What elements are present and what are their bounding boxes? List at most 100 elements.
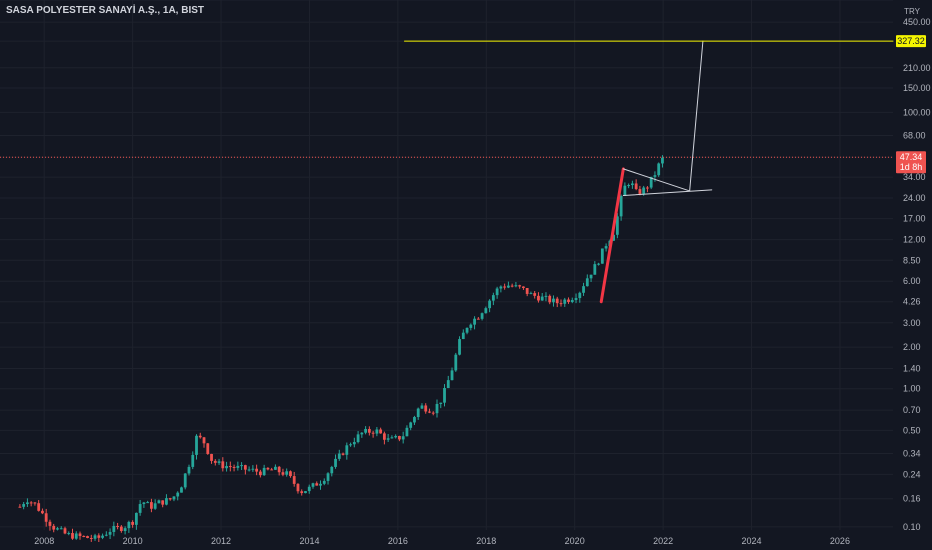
candle-body[interactable] (657, 163, 661, 176)
candle-body[interactable] (627, 185, 631, 187)
triangle-line[interactable] (622, 189, 713, 197)
candle-body[interactable] (570, 300, 574, 303)
candle-body[interactable] (413, 417, 416, 423)
candle-body[interactable] (172, 496, 176, 500)
candle-body[interactable] (300, 491, 304, 494)
candle-body[interactable] (82, 535, 86, 537)
candle-body[interactable] (379, 429, 383, 434)
candle-body[interactable] (183, 473, 187, 488)
candle-body[interactable] (559, 303, 563, 305)
candle-series[interactable] (18, 155, 664, 542)
candle-body[interactable] (382, 433, 386, 440)
candle-body[interactable] (123, 528, 127, 532)
candle-body[interactable] (476, 318, 480, 320)
candle-body[interactable] (26, 502, 29, 505)
candle-body[interactable] (473, 318, 476, 325)
candle-body[interactable] (615, 216, 619, 235)
candle-body[interactable] (349, 444, 352, 446)
candle-body[interactable] (405, 427, 409, 437)
candle-body[interactable] (67, 533, 71, 535)
candle-body[interactable] (435, 403, 439, 414)
candle-body[interactable] (307, 486, 311, 492)
candle-body[interactable] (356, 434, 360, 443)
candle-body[interactable] (202, 437, 206, 444)
candle-body[interactable] (262, 467, 266, 476)
candle-body[interactable] (503, 286, 507, 288)
candle-body[interactable] (255, 468, 259, 472)
candle-body[interactable] (142, 502, 146, 505)
candle-body[interactable] (522, 286, 525, 289)
candle-body[interactable] (41, 510, 44, 514)
candle-body[interactable] (600, 248, 604, 264)
candle-body[interactable] (236, 465, 240, 468)
candle-body[interactable] (420, 405, 424, 409)
candle-body[interactable] (352, 442, 356, 445)
candle-body[interactable] (653, 175, 657, 177)
candle-body[interactable] (206, 443, 210, 454)
candle-body[interactable] (131, 521, 135, 525)
candle-body[interactable] (488, 300, 492, 309)
candle-body[interactable] (544, 295, 548, 297)
candle-body[interactable] (563, 299, 567, 304)
candle-body[interactable] (443, 388, 446, 403)
candle-body[interactable] (480, 313, 484, 319)
candle-body[interactable] (394, 435, 398, 438)
candle-body[interactable] (375, 429, 379, 434)
candle-body[interactable] (529, 293, 533, 295)
candle-body[interactable] (258, 471, 262, 476)
candle-body[interactable] (221, 461, 225, 469)
candle-body[interactable] (274, 466, 277, 470)
candle-body[interactable] (582, 286, 585, 293)
candle-body[interactable] (514, 285, 518, 287)
candle-body[interactable] (63, 528, 67, 534)
candle-body[interactable] (634, 183, 638, 190)
candle-body[interactable] (330, 466, 334, 474)
candle-body[interactable] (311, 483, 315, 487)
candle-body[interactable] (315, 483, 319, 486)
candle-body[interactable] (86, 536, 89, 539)
candle-body[interactable] (37, 503, 41, 511)
candle-body[interactable] (390, 437, 394, 439)
candle-body[interactable] (89, 538, 93, 540)
candle-body[interactable] (398, 435, 401, 440)
candle-body[interactable] (401, 436, 405, 440)
chart-drawings[interactable] (404, 40, 894, 304)
candle-body[interactable] (619, 195, 623, 217)
candle-body[interactable] (134, 512, 138, 525)
candle-body[interactable] (247, 469, 251, 471)
candle-body[interactable] (638, 189, 642, 194)
candle-body[interactable] (116, 525, 119, 527)
candle-body[interactable] (469, 324, 473, 328)
candle-body[interactable] (240, 465, 243, 467)
candle-body[interactable] (180, 487, 183, 493)
candle-body[interactable] (48, 521, 52, 526)
candle-body[interactable] (555, 298, 559, 304)
candle-body[interactable] (251, 468, 255, 470)
candle-body[interactable] (461, 332, 465, 340)
candle-body[interactable] (150, 502, 153, 509)
candle-body[interactable] (74, 533, 78, 539)
price-axis[interactable]: 450.00 210.00 150.00 100.00 68.00 34.00 24.00 1… (903, 17, 931, 532)
candle-body[interactable] (431, 412, 435, 414)
candle-body[interactable] (345, 445, 349, 455)
time-axis[interactable]: 2008 2010 2012 2014 2016 2018 2020 2022 2024 2026 (34, 536, 850, 546)
candle-body[interactable] (225, 466, 228, 469)
symbol-title[interactable]: SASA POLYESTER SANAYİ A.Ş., 1A, BIST (6, 5, 205, 16)
candle-body[interactable] (409, 422, 413, 428)
candle-body[interactable] (266, 467, 270, 470)
candle-body[interactable] (191, 454, 195, 467)
candle-body[interactable] (195, 435, 198, 455)
candle-body[interactable] (101, 535, 104, 538)
candle-body[interactable] (604, 246, 608, 249)
candle-body[interactable] (593, 264, 597, 275)
candle-body[interactable] (612, 234, 616, 241)
candle-body[interactable] (232, 466, 236, 468)
candle-body[interactable] (59, 528, 63, 530)
candle-body[interactable] (78, 533, 82, 536)
candle-body[interactable] (146, 502, 150, 504)
candle-body[interactable] (506, 285, 510, 288)
candle-body[interactable] (119, 526, 123, 532)
candle-body[interactable] (270, 469, 274, 471)
candle-body[interactable] (661, 157, 664, 164)
